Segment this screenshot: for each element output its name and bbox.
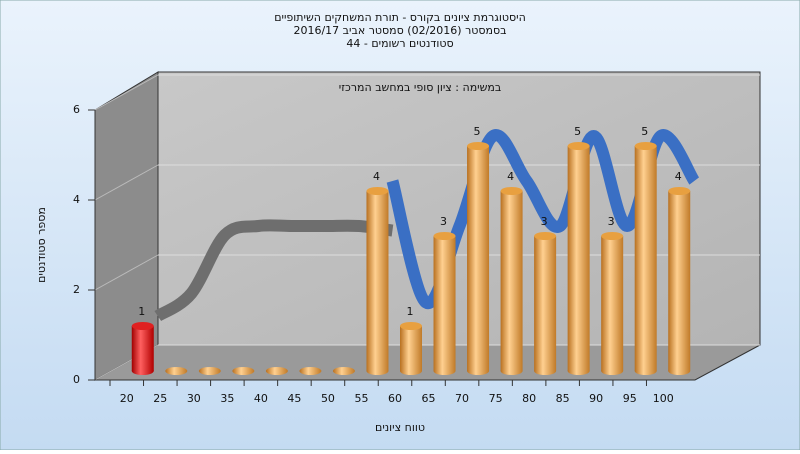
bar-base — [232, 367, 255, 375]
bar — [534, 232, 557, 375]
x-tick-label: 50 — [321, 392, 335, 405]
y-tick-label: 2 — [73, 283, 80, 296]
bar-top — [433, 232, 456, 240]
bar — [433, 232, 456, 375]
x-tick-label: 40 — [254, 392, 268, 405]
bar — [467, 142, 490, 375]
bar-body — [500, 191, 523, 371]
x-tick-label: 25 — [153, 392, 167, 405]
bar — [332, 367, 355, 375]
x-tick-label: 55 — [354, 392, 368, 405]
x-axis-label: טווח ציונים — [375, 421, 425, 434]
bar-top — [567, 142, 590, 150]
data-label: 3 — [541, 215, 548, 228]
bar-body — [366, 191, 389, 371]
grid-line — [94, 164, 159, 201]
x-tick-label: 35 — [220, 392, 234, 405]
data-label: 5 — [641, 125, 648, 138]
title: היסטוגרמת ציונים בקורס - תורת המשחקים הש… — [274, 11, 526, 50]
bar-top — [534, 232, 557, 240]
x-tick-label: 70 — [455, 392, 469, 405]
bar-body — [467, 146, 490, 371]
bar-top — [634, 142, 657, 150]
bar-top — [400, 322, 422, 330]
x-tick-label: 90 — [589, 392, 603, 405]
bar — [198, 367, 221, 375]
bar — [567, 142, 590, 375]
data-label: 3 — [440, 215, 447, 228]
bar-body — [601, 236, 624, 371]
bar — [400, 322, 422, 375]
bar-base — [265, 367, 288, 375]
bar — [366, 187, 389, 375]
x-tick-label: 100 — [653, 392, 674, 405]
bar-base — [198, 367, 221, 375]
bar-top — [467, 142, 490, 150]
x-tick-label: 45 — [287, 392, 301, 405]
data-label: 5 — [574, 125, 581, 138]
grid-line — [94, 74, 159, 111]
y-tick-label: 4 — [73, 193, 80, 206]
bar-body — [433, 236, 456, 371]
y-tick-label: 6 — [73, 103, 80, 116]
x-tick-label: 95 — [623, 392, 637, 405]
title-line: בסמסטר (02/2016) סמסטר אביב 2016/17 — [293, 24, 506, 37]
x-tick-label: 30 — [187, 392, 201, 405]
x-tick-label: 80 — [522, 392, 536, 405]
bar-body — [634, 146, 657, 371]
floor — [93, 344, 761, 381]
bar — [500, 187, 523, 375]
bar-body — [131, 326, 154, 371]
bar — [299, 367, 322, 375]
data-label: 1 — [138, 305, 145, 318]
x-tick-label: 75 — [489, 392, 503, 405]
annotation: במשימה : ציון סופי במחשב המרכזי — [339, 81, 502, 94]
x-tick-label: 65 — [422, 392, 436, 405]
data-label: 5 — [474, 125, 481, 138]
bar — [634, 142, 657, 375]
bar-body — [567, 146, 590, 371]
title-line: היסטוגרמת ציונים בקורס - תורת המשחקים הש… — [274, 11, 526, 24]
bar — [232, 367, 255, 375]
x-tick-label: 85 — [556, 392, 570, 405]
bar — [265, 367, 288, 375]
bar-top — [131, 322, 154, 330]
bar — [131, 322, 154, 375]
data-label: 4 — [373, 170, 380, 183]
data-label: 1 — [407, 305, 414, 318]
y-axis-label: מספר סטודנטים — [35, 207, 48, 283]
bar-base — [332, 367, 355, 375]
bar-top — [500, 187, 523, 195]
x-tick-label: 20 — [120, 392, 134, 405]
bar-body — [534, 236, 557, 371]
data-label: 4 — [507, 170, 514, 183]
bar-top — [366, 187, 389, 195]
bar-body — [668, 191, 691, 371]
bar-top — [601, 232, 624, 240]
bar — [165, 367, 188, 375]
bar-body — [400, 326, 422, 371]
grid-line — [94, 254, 159, 291]
y-tick-label: 0 — [73, 373, 80, 386]
bar — [601, 232, 624, 375]
title-line: סטודנטים רשומים - 44 — [346, 37, 453, 50]
data-label: 3 — [608, 215, 615, 228]
ribbon-line — [154, 219, 394, 322]
data-label: 4 — [675, 170, 682, 183]
bar — [668, 187, 691, 375]
x-tick-label: 60 — [388, 392, 402, 405]
bar-top — [668, 187, 691, 195]
bar-base — [165, 367, 188, 375]
bar-base — [299, 367, 322, 375]
